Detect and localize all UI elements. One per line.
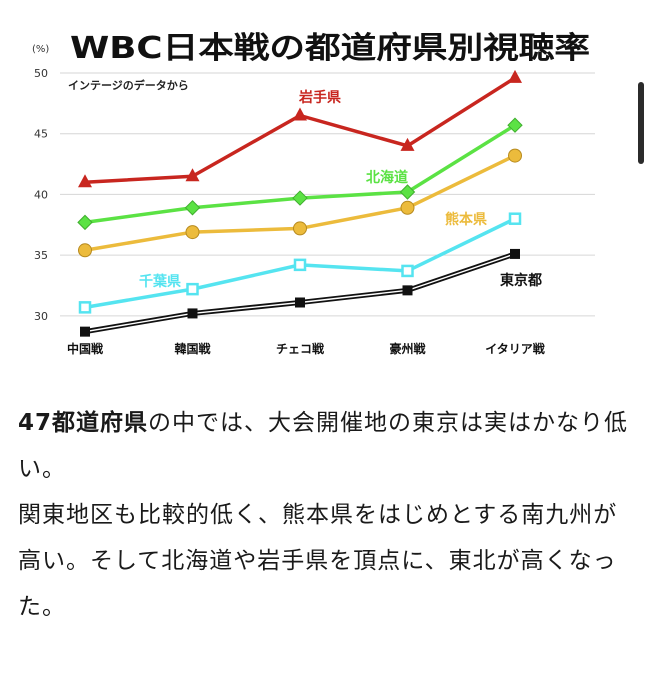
series-label: 熊本県 (445, 211, 487, 228)
series-千葉県 (78, 212, 522, 314)
chart-source-note: インテージのデータから (68, 78, 189, 92)
y-axis-ticks: 30 35 40 45 50 (34, 67, 48, 323)
data-point (508, 212, 522, 225)
scrollbar-thumb[interactable] (638, 82, 644, 164)
data-point (508, 69, 522, 83)
data-point (80, 326, 90, 337)
data-point (78, 243, 92, 258)
article-paragraph-1: 47都道府県の中では、大会開催地の東京は実はかなり低い。 (18, 400, 630, 492)
data-point (78, 301, 92, 314)
data-point (186, 282, 199, 296)
article-body: 47都道府県の中では、大会開催地の東京は実はかなり低い。 関東地区も比較的低く、… (18, 400, 630, 630)
data-point (184, 200, 201, 216)
series-岩手県 (78, 69, 522, 188)
article-paragraph-2: 関東地区も比較的低く、熊本県をはじめとする南九州が高い。そして北海道や岩手県を頂… (18, 502, 618, 620)
y-tick-label: 30 (34, 310, 48, 323)
line-chart: 30 35 40 45 50 中国戦 韓国戦 チェコ戦 豪州戦 イタリア戦 (%) WBC日本戦… (32, 31, 595, 356)
data-point (508, 148, 522, 163)
y-tick-label: 35 (34, 249, 48, 262)
data-point (293, 107, 307, 121)
data-point (187, 308, 198, 319)
x-axis-ticks: 中国戦 韓国戦 チェコ戦 豪州戦 イタリア戦 (67, 341, 546, 356)
series-北海道 (77, 117, 523, 231)
data-point (400, 137, 415, 151)
data-point (399, 184, 416, 200)
data-point (402, 285, 413, 296)
x-tick-label: イタリア戦 (485, 341, 546, 356)
x-tick-label: チェコ戦 (276, 341, 325, 356)
series-label: 岩手県 (298, 89, 341, 106)
article-paragraph-1-text: の中では、大会開催地の東京は実はかなり低い。 (18, 410, 629, 482)
data-point (510, 248, 520, 259)
series-label: 千葉県 (139, 273, 181, 290)
series-label: 北海道 (366, 169, 408, 186)
series-lines (77, 69, 523, 337)
data-point (507, 117, 523, 133)
data-point (185, 225, 200, 240)
chart-title: WBC日本戦の都道府県別視聴率 (70, 31, 590, 66)
grid-lines (60, 72, 595, 317)
data-point (292, 190, 308, 206)
article-emphasis: 47都道府県 (18, 410, 149, 436)
data-point (401, 264, 414, 278)
y-tick-label: 45 (34, 128, 48, 141)
y-axis-unit: (%) (32, 44, 49, 55)
data-point (295, 297, 305, 308)
x-tick-label: 韓国戦 (174, 341, 211, 356)
series-熊本県 (78, 148, 522, 258)
series-東京都 (80, 248, 520, 337)
data-point (185, 168, 200, 182)
data-point (293, 258, 307, 272)
y-tick-label: 40 (34, 188, 48, 201)
y-tick-label: 50 (34, 67, 48, 80)
data-point (400, 200, 415, 215)
data-point (77, 214, 93, 231)
data-point (78, 174, 92, 188)
series-label: 東京都 (500, 272, 542, 289)
x-tick-label: 中国戦 (67, 341, 104, 356)
x-tick-label: 豪州戦 (389, 341, 426, 356)
data-point (293, 221, 307, 236)
